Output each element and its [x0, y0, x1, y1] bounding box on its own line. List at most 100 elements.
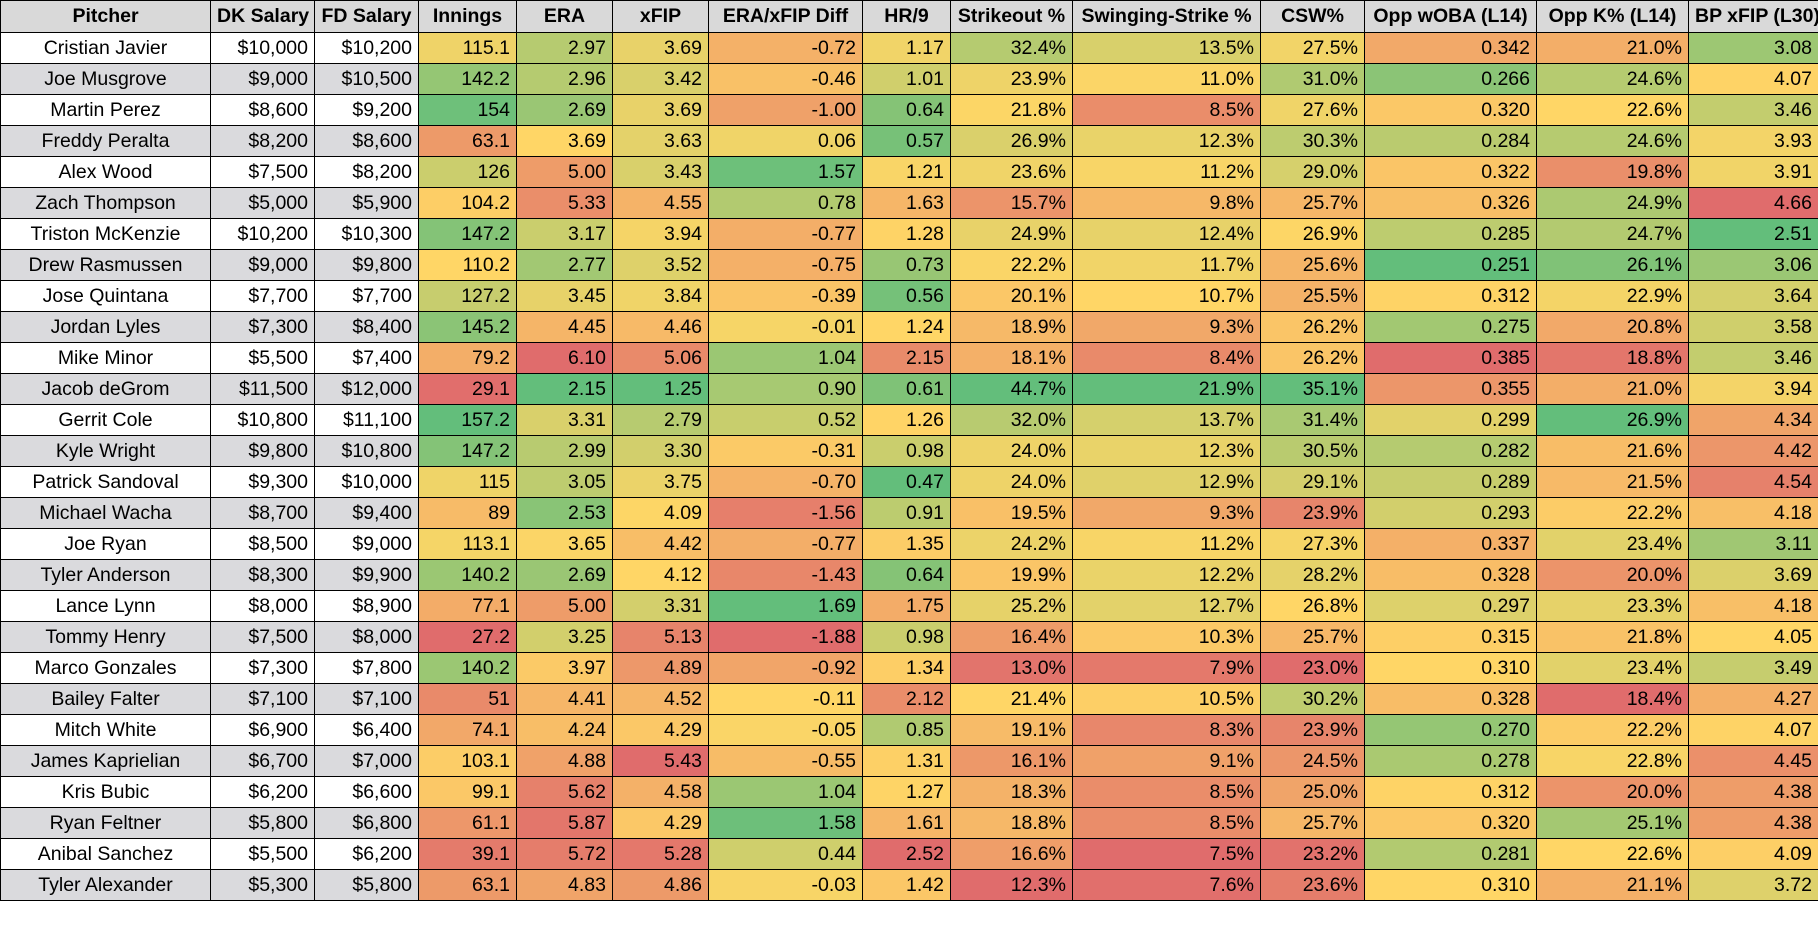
- stat-cell[interactable]: 1.57: [708, 156, 863, 188]
- stat-cell[interactable]: 20.8%: [1536, 311, 1689, 343]
- stat-cell[interactable]: 15.7%: [950, 187, 1073, 219]
- stat-cell[interactable]: 31.0%: [1260, 63, 1365, 95]
- stat-cell[interactable]: 0.289: [1364, 466, 1537, 498]
- stat-cell[interactable]: 3.94: [1688, 373, 1818, 405]
- stat-cell[interactable]: 0.315: [1364, 621, 1537, 653]
- stat-cell[interactable]: -0.05: [708, 714, 863, 746]
- stat-cell[interactable]: 27.6%: [1260, 94, 1365, 126]
- stat-cell[interactable]: 25.2%: [950, 590, 1073, 622]
- stat-cell[interactable]: 4.55: [612, 187, 709, 219]
- stat-cell[interactable]: 21.8%: [1536, 621, 1689, 653]
- stat-cell[interactable]: 0.64: [862, 559, 951, 591]
- fd-salary-cell[interactable]: $9,200: [314, 94, 419, 126]
- stat-cell[interactable]: 6.10: [516, 342, 613, 374]
- stat-cell[interactable]: 29.0%: [1260, 156, 1365, 188]
- stat-cell[interactable]: 3.45: [516, 280, 613, 312]
- stat-cell[interactable]: 145.2: [418, 311, 517, 343]
- stat-cell[interactable]: 51: [418, 683, 517, 715]
- stat-cell[interactable]: 3.72: [1688, 869, 1818, 901]
- fd-salary-cell[interactable]: $7,700: [314, 280, 419, 312]
- pitcher-name-cell[interactable]: James Kaprielian: [0, 745, 211, 777]
- column-header-era-xfip-diff[interactable]: ERA/xFIP Diff: [708, 0, 863, 33]
- stat-cell[interactable]: 24.5%: [1260, 745, 1365, 777]
- stat-cell[interactable]: 7.5%: [1072, 838, 1261, 870]
- stat-cell[interactable]: 0.52: [708, 404, 863, 436]
- stat-cell[interactable]: 11.2%: [1072, 156, 1261, 188]
- stat-cell[interactable]: 5.72: [516, 838, 613, 870]
- fd-salary-cell[interactable]: $6,400: [314, 714, 419, 746]
- stat-cell[interactable]: 23.4%: [1536, 528, 1689, 560]
- stat-cell[interactable]: 16.1%: [950, 745, 1073, 777]
- stat-cell[interactable]: 0.56: [862, 280, 951, 312]
- pitcher-name-cell[interactable]: Tommy Henry: [0, 621, 211, 653]
- stat-cell[interactable]: 0.64: [862, 94, 951, 126]
- dk-salary-cell[interactable]: $8,600: [210, 94, 315, 126]
- fd-salary-cell[interactable]: $12,000: [314, 373, 419, 405]
- stat-cell[interactable]: 23.6%: [1260, 869, 1365, 901]
- dk-salary-cell[interactable]: $7,300: [210, 311, 315, 343]
- stat-cell[interactable]: 24.0%: [950, 466, 1073, 498]
- stat-cell[interactable]: 23.9%: [1260, 714, 1365, 746]
- stat-cell[interactable]: 99.1: [418, 776, 517, 808]
- stat-cell[interactable]: 4.42: [1688, 435, 1818, 467]
- stat-cell[interactable]: 24.9%: [950, 218, 1073, 250]
- stat-cell[interactable]: 5.87: [516, 807, 613, 839]
- stat-cell[interactable]: 3.49: [1688, 652, 1818, 684]
- stat-cell[interactable]: 25.5%: [1260, 280, 1365, 312]
- fd-salary-cell[interactable]: $6,200: [314, 838, 419, 870]
- stat-cell[interactable]: 61.1: [418, 807, 517, 839]
- stat-cell[interactable]: 5.28: [612, 838, 709, 870]
- stat-cell[interactable]: -0.46: [708, 63, 863, 95]
- stat-cell[interactable]: 0.91: [862, 497, 951, 529]
- stat-cell[interactable]: 26.1%: [1536, 249, 1689, 281]
- stat-cell[interactable]: 2.51: [1688, 218, 1818, 250]
- stat-cell[interactable]: 18.3%: [950, 776, 1073, 808]
- stat-cell[interactable]: 4.86: [612, 869, 709, 901]
- stat-cell[interactable]: -0.11: [708, 683, 863, 715]
- column-header-bp-xfip-l30[interactable]: BP xFIP (L30): [1688, 0, 1818, 33]
- stat-cell[interactable]: 4.38: [1688, 807, 1818, 839]
- dk-salary-cell[interactable]: $6,900: [210, 714, 315, 746]
- pitcher-name-cell[interactable]: Jordan Lyles: [0, 311, 211, 343]
- stat-cell[interactable]: 5.62: [516, 776, 613, 808]
- pitcher-name-cell[interactable]: Alex Wood: [0, 156, 211, 188]
- stat-cell[interactable]: 3.52: [612, 249, 709, 281]
- stat-cell[interactable]: 22.6%: [1536, 94, 1689, 126]
- stat-cell[interactable]: -0.92: [708, 652, 863, 684]
- stat-cell[interactable]: 30.5%: [1260, 435, 1365, 467]
- stat-cell[interactable]: 8.3%: [1072, 714, 1261, 746]
- stat-cell[interactable]: 1.21: [862, 156, 951, 188]
- stat-cell[interactable]: 0.61: [862, 373, 951, 405]
- stat-cell[interactable]: 154: [418, 94, 517, 126]
- stat-cell[interactable]: 0.266: [1364, 63, 1537, 95]
- stat-cell[interactable]: 140.2: [418, 652, 517, 684]
- fd-salary-cell[interactable]: $7,100: [314, 683, 419, 715]
- stat-cell[interactable]: 4.27: [1688, 683, 1818, 715]
- stat-cell[interactable]: -0.39: [708, 280, 863, 312]
- stat-cell[interactable]: -1.00: [708, 94, 863, 126]
- stat-cell[interactable]: 7.6%: [1072, 869, 1261, 901]
- stat-cell[interactable]: 0.328: [1364, 559, 1537, 591]
- stat-cell[interactable]: 4.58: [612, 776, 709, 808]
- dk-salary-cell[interactable]: $10,800: [210, 404, 315, 436]
- stat-cell[interactable]: 2.99: [516, 435, 613, 467]
- stat-cell[interactable]: 26.9%: [1536, 404, 1689, 436]
- pitcher-name-cell[interactable]: Lance Lynn: [0, 590, 211, 622]
- stat-cell[interactable]: 1.75: [862, 590, 951, 622]
- stat-cell[interactable]: -1.88: [708, 621, 863, 653]
- stat-cell[interactable]: 22.2%: [1536, 714, 1689, 746]
- stat-cell[interactable]: 21.9%: [1072, 373, 1261, 405]
- stat-cell[interactable]: 1.61: [862, 807, 951, 839]
- stat-cell[interactable]: 3.08: [1688, 32, 1818, 64]
- stat-cell[interactable]: 3.84: [612, 280, 709, 312]
- stat-cell[interactable]: 23.4%: [1536, 652, 1689, 684]
- fd-salary-cell[interactable]: $8,900: [314, 590, 419, 622]
- stat-cell[interactable]: 24.6%: [1536, 63, 1689, 95]
- column-header-xfip[interactable]: xFIP: [612, 0, 709, 33]
- dk-salary-cell[interactable]: $9,800: [210, 435, 315, 467]
- stat-cell[interactable]: 0.282: [1364, 435, 1537, 467]
- stat-cell[interactable]: 1.24: [862, 311, 951, 343]
- stat-cell[interactable]: 3.31: [516, 404, 613, 436]
- column-header-era[interactable]: ERA: [516, 0, 613, 33]
- pitcher-name-cell[interactable]: Zach Thompson: [0, 187, 211, 219]
